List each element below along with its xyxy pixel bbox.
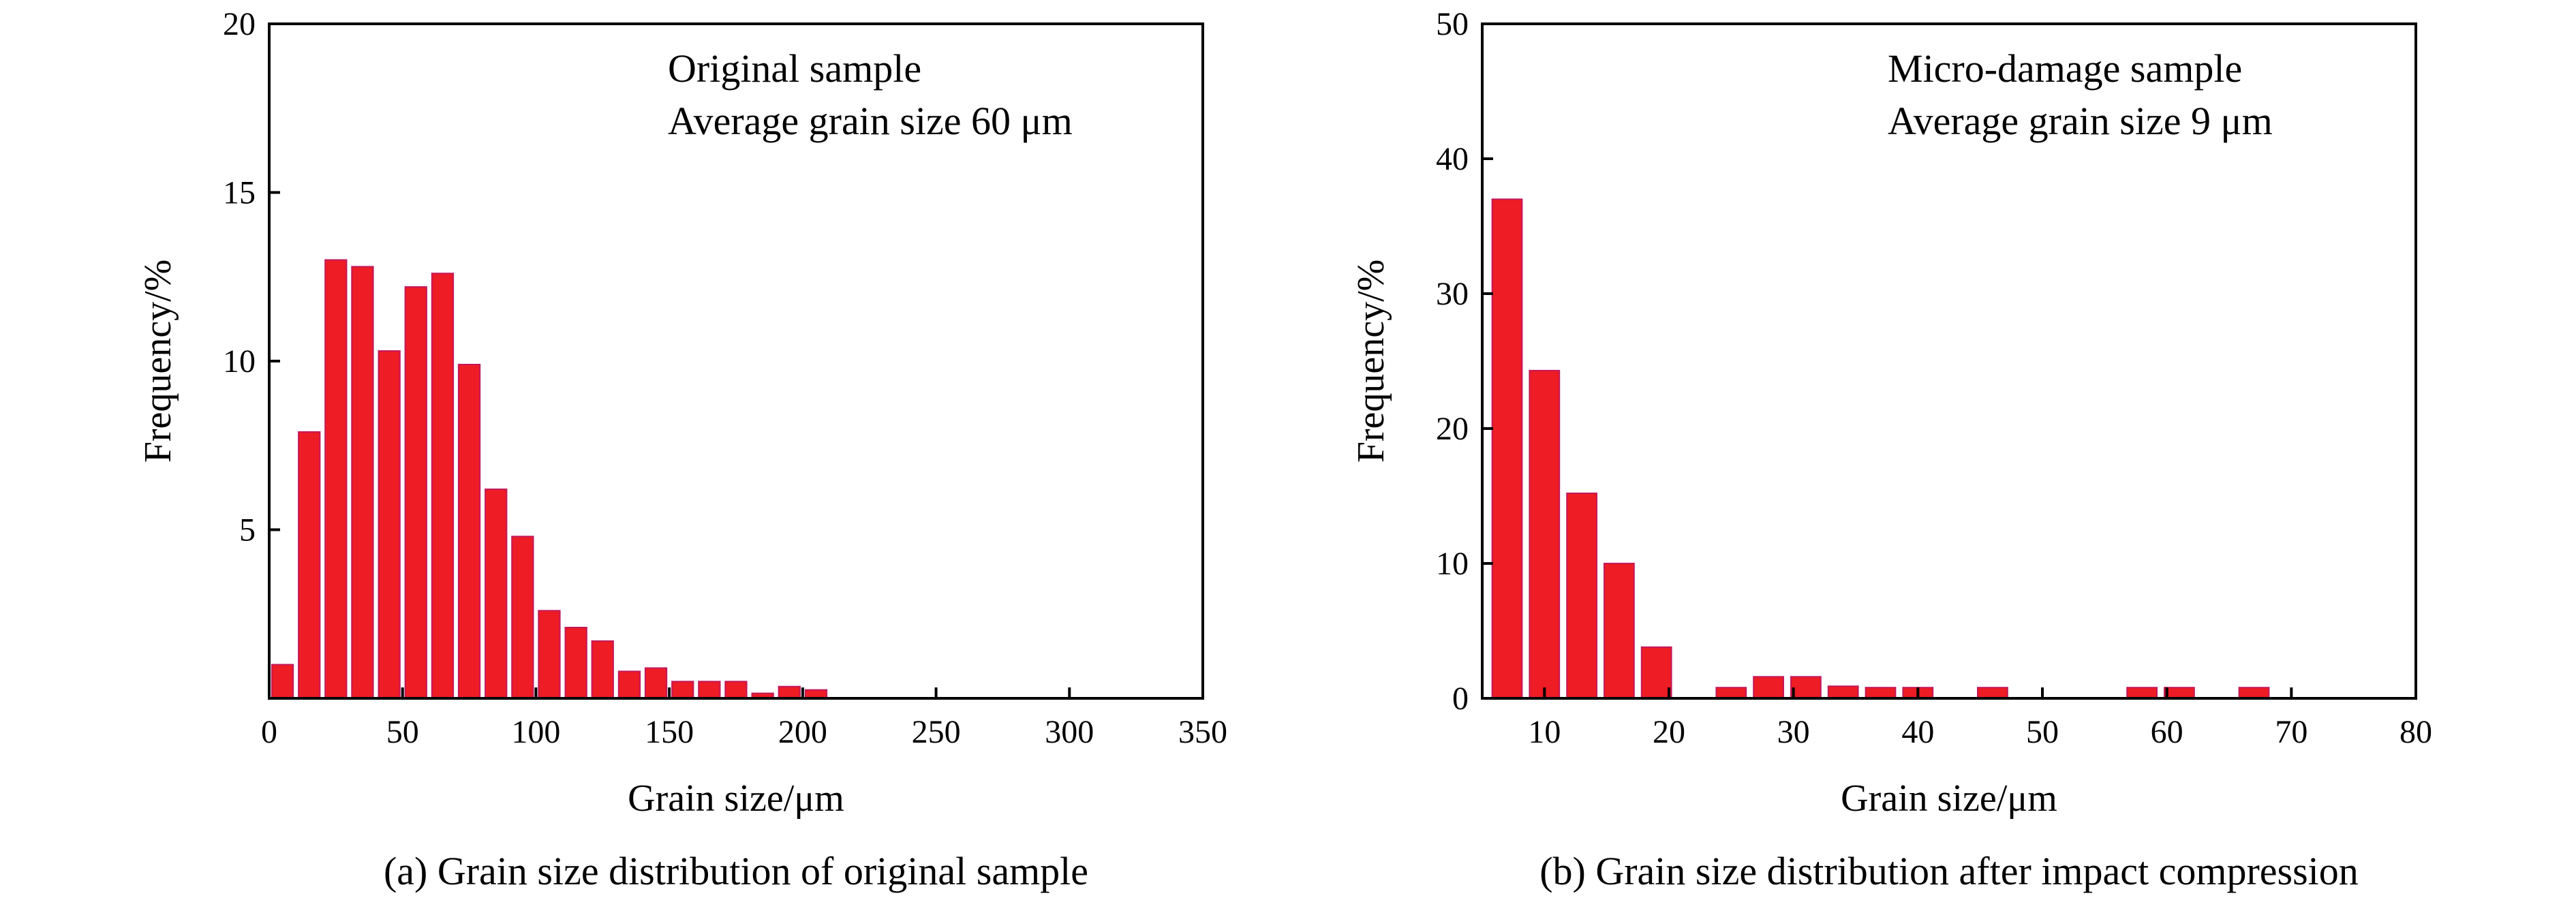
x-tick-label: 10 [1528, 714, 1561, 750]
x-tick-label: 350 [1178, 714, 1227, 750]
bar [2164, 687, 2195, 700]
x-tick-label: 80 [2399, 714, 2432, 750]
bar [591, 640, 614, 700]
panel-b-plot-frame [1481, 22, 2417, 700]
y-tick-label: 10 [1436, 546, 1469, 582]
bar [778, 685, 801, 700]
bar [511, 536, 534, 700]
y-tick-label: 5 [239, 512, 256, 548]
bar [2238, 687, 2270, 700]
panel-b-chart: 10 20 30 40 50 60 70 80 0 10 20 30 40 50 Micro-damag… [1350, 6, 2432, 893]
panel-b-tick-marks [1482, 22, 2417, 700]
bar [431, 273, 455, 699]
panel-b-bars [1491, 198, 2270, 700]
bar [644, 667, 668, 699]
bar [724, 681, 748, 700]
bar [671, 681, 694, 700]
x-tick-label: 40 [1901, 714, 1934, 750]
panel-b-x-axis-title: Grain size/μm [1841, 777, 2057, 820]
x-tick-label: 0 [261, 714, 277, 750]
bar [1827, 685, 1859, 700]
x-tick-label: 20 [1653, 714, 1685, 750]
y-tick-label: 40 [1436, 141, 1469, 177]
x-tick-label: 50 [386, 714, 419, 750]
y-tick-label: 15 [223, 175, 256, 211]
bar [404, 286, 427, 700]
bar [1790, 676, 1822, 699]
bar [1753, 676, 1784, 699]
x-tick-label: 200 [778, 714, 827, 750]
panel-a-chart: 0 50 100 150 200 250 300 350 5 10 15 20 Original s… [137, 6, 1227, 893]
bar [1566, 493, 1597, 699]
bar [1640, 646, 1672, 699]
x-tick-label: 150 [645, 714, 694, 750]
panel-b-y-axis-title: Frequency/% [1350, 260, 1392, 463]
panel-b-x-tick-labels: 10 20 30 40 50 60 70 80 [1528, 714, 2432, 750]
bar [324, 259, 348, 699]
bar [485, 488, 508, 699]
y-tick-label: 0 [1452, 681, 1469, 717]
x-tick-label: 30 [1777, 714, 1810, 750]
bar [298, 431, 321, 699]
y-tick-label: 50 [1436, 6, 1469, 42]
x-tick-label: 50 [2026, 714, 2059, 750]
x-tick-label: 100 [511, 714, 560, 750]
bar [351, 266, 374, 699]
panel-a-x-tick-labels: 0 50 100 150 200 250 300 350 [261, 714, 1227, 750]
panel-a-x-axis-title: Grain size/μm [628, 777, 844, 820]
panel-a-caption: (a) Grain size distribution of original … [384, 849, 1088, 893]
bar [538, 610, 561, 699]
panel-a-tick-marks [268, 22, 1204, 698]
x-tick-label: 250 [912, 714, 961, 750]
bar [564, 627, 587, 699]
panel-a-bars [271, 259, 828, 700]
x-tick-label: 60 [2151, 714, 2183, 750]
y-tick-label: 30 [1436, 276, 1469, 312]
panel-b-y-tick-labels: 0 10 20 30 40 50 [1436, 6, 1469, 717]
panel-b-annotation-sample: Micro-damage sample [1888, 46, 2242, 91]
bar [1491, 198, 1523, 699]
bar [1604, 563, 1635, 699]
x-tick-label: 300 [1045, 714, 1094, 750]
y-tick-label: 20 [223, 6, 256, 42]
bar [271, 664, 294, 699]
bar [1977, 687, 2008, 700]
panel-a-annotation-sample: Original sample [668, 46, 921, 91]
bar [2126, 687, 2158, 700]
y-tick-label: 20 [1436, 411, 1469, 447]
x-tick-label: 70 [2275, 714, 2307, 750]
panel-a-y-tick-labels: 5 10 15 20 [223, 6, 256, 548]
bar [617, 670, 641, 700]
bar [378, 350, 401, 699]
bar [1865, 687, 1897, 700]
bar [698, 681, 721, 700]
bar [1715, 687, 1747, 700]
y-tick-label: 10 [223, 343, 256, 379]
bar [457, 364, 481, 699]
bar [1529, 369, 1561, 700]
panel-a-annotation-average: Average grain size 60 μm [668, 99, 1073, 143]
panel-b-annotation-average: Average grain size 9 μm [1888, 99, 2273, 143]
panel-a-y-axis-title: Frequency/% [137, 260, 179, 463]
panel-b-caption: (b) Grain size distribution after impact… [1539, 849, 2359, 893]
